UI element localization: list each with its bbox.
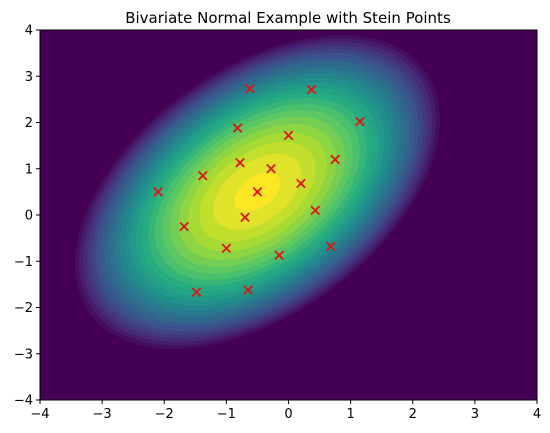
x-tick-label: 3	[471, 407, 479, 422]
y-tick-label: 3	[25, 70, 33, 85]
plot-area	[39, 29, 538, 401]
density-contours	[74, 35, 441, 349]
chart-title: Bivariate Normal Example with Stein Poin…	[125, 9, 451, 27]
x-axis: −4 −3 −2 −1 0 1 2 3 4	[30, 400, 541, 422]
stein-point-marker	[235, 157, 245, 168]
stein-point-marker	[221, 243, 232, 254]
stein-point-marker	[179, 221, 189, 232]
y-tick-label: 2	[25, 116, 33, 131]
y-tick-label: 1	[25, 162, 33, 177]
y-tick-label: −4	[14, 394, 33, 409]
stein-point-marker	[245, 83, 255, 94]
x-tick-label: −3	[93, 407, 112, 422]
y-tick-label: −2	[14, 301, 33, 316]
y-tick-label: −1	[14, 255, 33, 270]
x-tick-label: −4	[30, 407, 49, 422]
stein-point-marker	[197, 170, 208, 181]
x-tick-label: −1	[217, 407, 236, 422]
stein-points	[153, 83, 365, 298]
stein-point-marker	[153, 187, 163, 197]
x-tick-label: 0	[284, 407, 292, 422]
stein-point-marker	[310, 205, 321, 216]
stein-point-marker	[266, 163, 276, 174]
stein-point-marker	[283, 130, 294, 141]
stein-point-marker	[355, 116, 365, 127]
stein-point-marker	[296, 178, 306, 189]
stein-point-marker	[240, 212, 250, 223]
x-tick-label: 4	[533, 407, 541, 422]
stein-point-marker	[252, 187, 263, 197]
stein-point-marker	[325, 241, 336, 252]
y-tick-label: 0	[25, 209, 33, 224]
y-tick-label: 4	[25, 24, 33, 39]
stein-point-marker	[274, 250, 285, 261]
stein-point-marker	[243, 285, 253, 295]
x-tick-label: −2	[155, 407, 174, 422]
x-tick-label: 2	[409, 407, 417, 422]
stein-point-marker	[191, 287, 202, 298]
x-tick-label: 1	[346, 407, 354, 422]
stein-point-marker	[306, 84, 317, 95]
stein-point-marker	[330, 154, 340, 165]
y-axis: −4 −3 −2 −1 0 1 2 3 4	[14, 24, 40, 409]
y-tick-label: −3	[14, 347, 33, 362]
stein-point-marker	[232, 123, 243, 133]
